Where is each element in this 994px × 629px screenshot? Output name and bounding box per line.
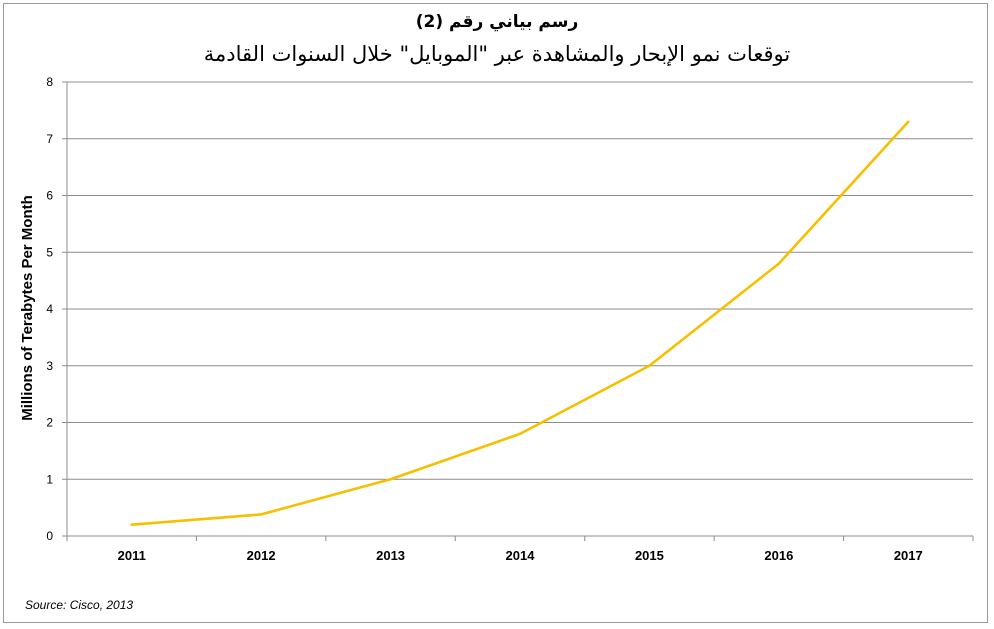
x-tick-label-2012: 2012 [247,548,276,563]
series-group [130,120,910,526]
chart-subtitle: توقعات نمو الإبحار والمشاهدة عبر "الموبا… [203,42,791,66]
y-tick-label-6: 6 [46,189,53,203]
y-axis-label: Millions of Terabytes Per Month [19,195,36,421]
chart-frame [3,3,988,623]
x-tick-label-2014: 2014 [506,548,536,563]
y-tick-label-8: 8 [46,75,53,89]
y-tick-labels: 0 1 2 3 4 5 6 7 8 [46,75,53,543]
chart-title: رسم بياني رقم (2) [415,12,579,32]
x-tick-labels: 2011 2012 2013 2014 2015 2016 2017 [118,548,923,563]
x-tick-label-2013: 2013 [376,548,405,563]
y-tick-label-3: 3 [46,359,53,373]
x-tick-label-2017: 2017 [894,548,923,563]
y-tick-label-1: 1 [46,472,53,486]
source-note: Source: Cisco, 2013 [25,598,134,612]
x-tick-label-2015: 2015 [635,548,664,563]
y-tick-label-2: 2 [46,416,53,430]
x-tick-label-2016: 2016 [764,548,793,563]
y-tick-label-5: 5 [46,245,53,259]
gridlines [67,81,973,480]
axes [62,81,974,541]
y-tick-label-7: 7 [46,132,53,146]
x-tick-label-2011: 2011 [118,548,146,563]
y-tick-label-0: 0 [46,529,53,543]
y-tick-label-4: 4 [46,302,53,316]
series-line-0 [130,120,910,526]
